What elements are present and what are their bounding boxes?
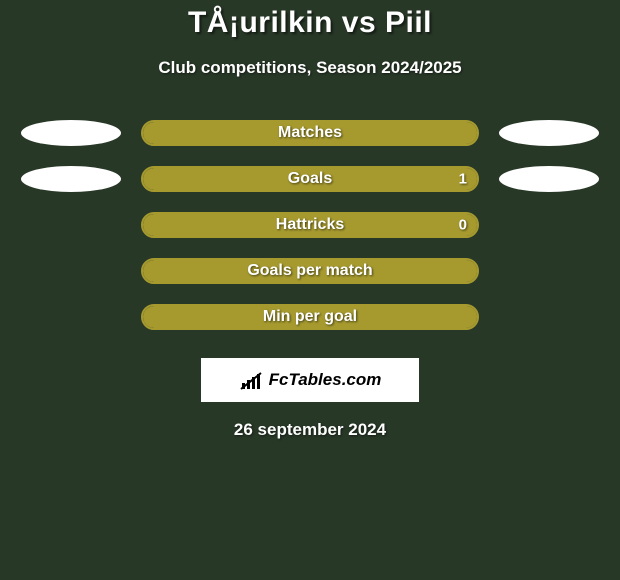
logo-text: FcTables.com	[269, 370, 382, 390]
logo-inner: FcTables.com	[239, 369, 382, 391]
stat-row-matches: Matches	[0, 120, 620, 146]
stat-right-value: 0	[459, 217, 467, 234]
stat-row-goals: Goals 1	[0, 166, 620, 192]
stat-rows: Matches Goals 1 Hattricks 0	[0, 120, 620, 330]
stat-label: Goals	[288, 170, 332, 188]
stat-pill: Min per goal	[141, 304, 479, 330]
logo-box[interactable]: FcTables.com	[201, 358, 419, 402]
page-title: TÅ¡urilkin vs Piil	[188, 6, 432, 40]
stat-row-hattricks: Hattricks 0	[0, 212, 620, 238]
stat-label: Min per goal	[263, 308, 357, 326]
left-ellipse	[21, 120, 121, 146]
stat-pill: Matches	[141, 120, 479, 146]
stat-pill: Goals per match	[141, 258, 479, 284]
bars-icon	[239, 369, 263, 391]
stat-pill: Goals 1	[141, 166, 479, 192]
stat-right-value: 1	[459, 171, 467, 188]
right-ellipse	[499, 120, 599, 146]
stat-label: Goals per match	[247, 262, 372, 280]
stat-row-goals-per-match: Goals per match	[0, 258, 620, 284]
left-ellipse	[21, 166, 121, 192]
right-ellipse	[499, 166, 599, 192]
date-line: 26 september 2024	[234, 420, 386, 440]
stat-row-min-per-goal: Min per goal	[0, 304, 620, 330]
stat-pill: Hattricks 0	[141, 212, 479, 238]
stat-label: Hattricks	[276, 216, 344, 234]
comparison-widget: TÅ¡urilkin vs Piil Club competitions, Se…	[0, 0, 620, 440]
page-subtitle: Club competitions, Season 2024/2025	[158, 58, 461, 78]
stat-label: Matches	[278, 124, 342, 142]
